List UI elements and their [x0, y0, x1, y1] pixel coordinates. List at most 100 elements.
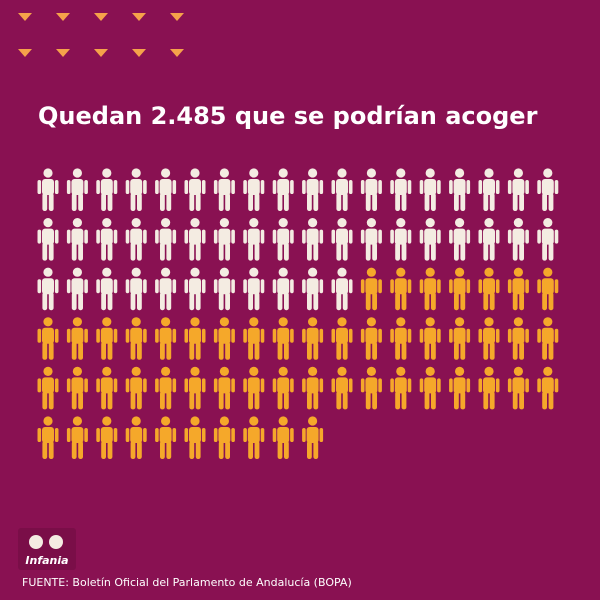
icon-leg — [225, 391, 230, 410]
icon-torso — [541, 179, 554, 195]
icon-leg — [225, 341, 230, 360]
icon-head — [543, 267, 553, 277]
icon-arm — [407, 378, 412, 393]
icon-head — [219, 168, 229, 178]
icon-head — [308, 218, 318, 228]
icon-head — [131, 168, 141, 178]
icon-arm — [172, 180, 177, 194]
icon-leg — [160, 292, 165, 311]
icon-head — [161, 168, 171, 178]
icon-head — [484, 267, 494, 277]
icon-leg — [342, 242, 348, 261]
icon-leg — [284, 391, 289, 410]
icon-head — [455, 218, 465, 228]
icon-arm — [84, 378, 88, 393]
icon-head — [161, 218, 171, 228]
person-icon — [66, 168, 88, 211]
icon-leg — [336, 391, 342, 410]
icon-head — [396, 218, 406, 228]
icon-head — [43, 267, 53, 277]
icon-leg — [195, 441, 201, 459]
icon-arm — [466, 229, 471, 244]
icon-leg — [107, 242, 113, 261]
icon-leg — [78, 242, 83, 261]
person-icon — [155, 218, 177, 261]
icon-torso — [453, 278, 466, 295]
icon-arm — [272, 180, 277, 194]
icon-torso — [453, 377, 466, 394]
icon-head — [190, 416, 200, 426]
icon-leg — [424, 242, 430, 261]
icon-head — [161, 267, 171, 277]
icon-arm — [172, 378, 177, 393]
icon-head — [161, 317, 171, 327]
icon-arm — [37, 378, 42, 393]
icon-torso — [71, 377, 84, 394]
person-icon — [272, 366, 294, 410]
person-icon — [360, 168, 382, 211]
icon-leg — [48, 242, 54, 261]
icon-torso — [306, 377, 319, 394]
icon-leg — [431, 391, 436, 410]
icon-arm — [184, 328, 189, 343]
icon-leg — [365, 292, 371, 311]
icon-arm — [243, 180, 247, 194]
person-icon — [184, 317, 206, 360]
icon-arm — [449, 229, 453, 244]
icon-torso — [394, 278, 407, 295]
icon-leg — [542, 193, 547, 211]
icon-torso — [247, 327, 260, 344]
icon-arm — [290, 229, 294, 244]
icon-leg — [48, 292, 54, 311]
icon-leg — [42, 292, 48, 311]
icon-leg — [395, 193, 400, 211]
icon-arm — [554, 328, 559, 343]
icon-head — [161, 416, 171, 426]
icon-torso — [365, 327, 378, 344]
icon-torso — [159, 278, 172, 295]
icon-torso — [130, 377, 143, 394]
person-icon — [125, 218, 147, 261]
icon-torso — [483, 228, 495, 245]
icon-leg — [431, 341, 436, 360]
icon-leg — [431, 292, 436, 311]
icon-torso — [71, 278, 84, 295]
icon-arm — [96, 279, 100, 294]
icon-leg — [71, 193, 77, 211]
icon-torso — [130, 327, 143, 344]
icon-arm — [201, 229, 206, 244]
icon-torso — [159, 377, 172, 394]
person-icon — [302, 366, 324, 410]
icon-arm — [125, 428, 130, 442]
icon-torso — [100, 179, 113, 195]
icon-leg — [71, 441, 77, 459]
icon-leg — [307, 391, 312, 410]
icon-head — [72, 267, 82, 277]
icon-arm — [360, 229, 365, 244]
icon-arm — [331, 279, 336, 294]
icon-head — [219, 366, 229, 376]
icon-head — [455, 317, 465, 327]
icon-leg — [424, 341, 430, 360]
icon-torso — [336, 228, 348, 245]
person-icon — [37, 218, 59, 261]
icon-arm — [331, 229, 336, 244]
icon-torso — [394, 179, 407, 195]
icon-leg — [78, 341, 83, 360]
icon-leg — [254, 193, 260, 211]
icon-torso — [71, 327, 84, 344]
icon-torso — [306, 327, 319, 344]
icon-head — [425, 317, 435, 327]
icon-torso — [541, 278, 554, 295]
icon-arm — [331, 328, 336, 343]
icon-torso — [365, 377, 378, 394]
person-icon — [449, 168, 471, 211]
icon-leg — [195, 292, 201, 311]
icon-head — [425, 366, 435, 376]
icon-head — [102, 317, 112, 327]
icon-leg — [166, 441, 172, 459]
icon-leg — [307, 341, 312, 360]
icon-head — [513, 317, 524, 327]
icon-arm — [554, 279, 559, 294]
icon-arm — [302, 378, 306, 393]
